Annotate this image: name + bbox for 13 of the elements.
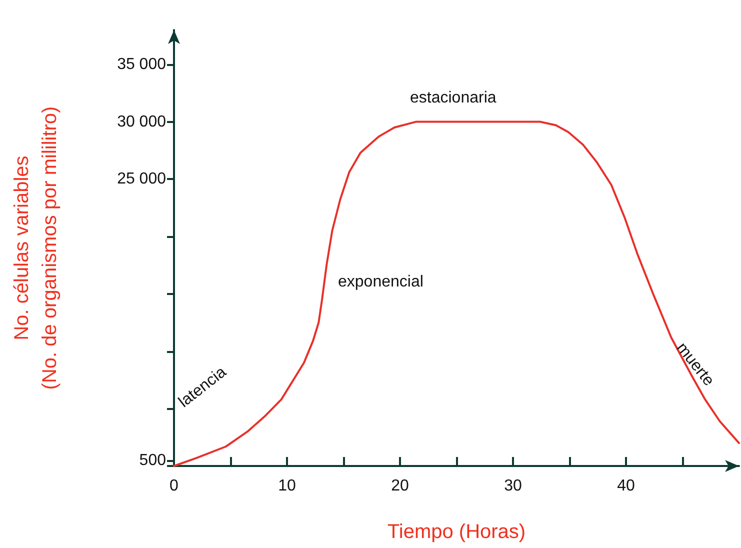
x-tick-label: 0 (170, 478, 179, 494)
y-tick-label: 25 000 (117, 170, 166, 188)
y-tick-label: 35 000 (117, 56, 166, 73)
x-tick-label: 40 (617, 478, 635, 494)
annotation: estacionaria (410, 90, 496, 106)
y-axis-title: No. células variables (No. de organismos por mililitro) (11, 106, 61, 390)
y-tick-label: 500 (139, 452, 166, 469)
x-tick-label: 10 (278, 478, 296, 494)
x-tick-label: 30 (504, 478, 522, 494)
annotation: exponencial (338, 274, 424, 290)
x-axis-title: Tiempo (Horas) (387, 521, 526, 543)
y-tick-label: 30 000 (117, 113, 166, 130)
x-tick-label: 20 (391, 478, 409, 494)
